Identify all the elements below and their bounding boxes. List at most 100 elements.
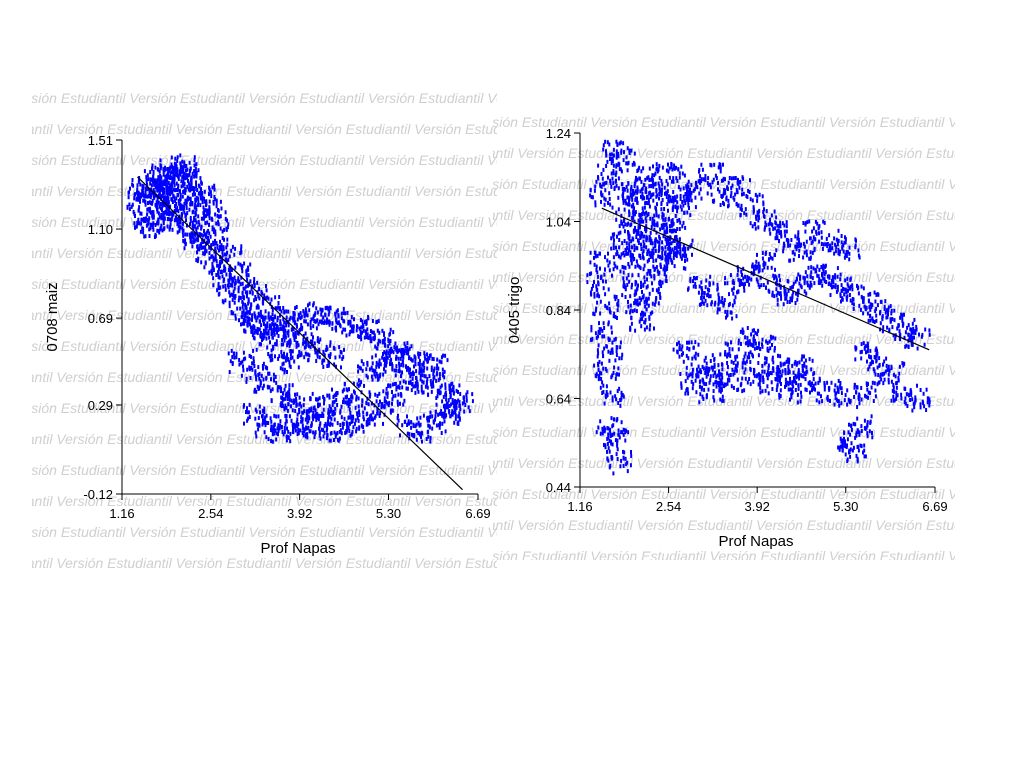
scatter-point bbox=[763, 361, 766, 366]
scatter-point bbox=[151, 166, 153, 171]
scatter-point bbox=[285, 434, 288, 439]
scatter-point bbox=[689, 213, 692, 218]
scatter-point bbox=[279, 306, 281, 311]
scatter-point bbox=[399, 392, 402, 396]
scatter-point bbox=[455, 402, 458, 407]
scatter-point bbox=[834, 273, 837, 278]
scatter-point bbox=[388, 400, 391, 405]
scatter-point bbox=[853, 395, 856, 399]
scatter-point bbox=[246, 410, 249, 415]
scatter-point bbox=[300, 323, 303, 327]
scatter-point bbox=[293, 422, 296, 427]
watermark-line: Versión Estudiantil Versión Estudiantil … bbox=[32, 307, 497, 323]
scatter-point bbox=[603, 202, 606, 207]
scatter-point bbox=[655, 194, 658, 199]
scatter-point bbox=[599, 266, 601, 271]
scatter-point bbox=[679, 196, 682, 201]
scatter-point bbox=[603, 334, 606, 339]
scatter-point bbox=[759, 275, 762, 280]
scatter-point bbox=[345, 430, 348, 435]
scatter-point bbox=[215, 273, 218, 277]
scatter-point bbox=[195, 170, 198, 175]
scatter-point bbox=[655, 258, 658, 263]
scatter-point bbox=[704, 285, 707, 290]
scatter-point bbox=[167, 180, 170, 185]
scatter-point bbox=[602, 143, 605, 148]
scatter-point bbox=[237, 298, 240, 303]
scatter-point bbox=[803, 371, 806, 376]
scatter-point bbox=[232, 294, 235, 299]
scatter-point bbox=[601, 176, 604, 181]
scatter-point bbox=[411, 376, 414, 381]
scatter-point bbox=[879, 310, 882, 314]
scatter-point bbox=[304, 417, 307, 422]
scatter-point bbox=[188, 207, 191, 212]
scatter-point bbox=[340, 311, 343, 316]
scatter-point bbox=[272, 377, 275, 382]
scatter-point bbox=[594, 373, 597, 378]
scatter-point bbox=[614, 172, 617, 177]
scatter-point bbox=[307, 425, 310, 430]
scatter-point bbox=[832, 280, 835, 284]
scatter-point bbox=[287, 402, 290, 407]
scatter-point bbox=[342, 397, 345, 402]
scatter-point bbox=[610, 348, 613, 353]
scatter-point bbox=[779, 361, 782, 366]
scatter-point bbox=[374, 374, 377, 379]
scatter-point bbox=[231, 297, 234, 302]
scatter-point bbox=[353, 317, 355, 322]
scatter-point bbox=[768, 221, 771, 226]
scatter-point bbox=[441, 372, 444, 377]
scatter-point bbox=[418, 358, 421, 363]
scatter-point bbox=[764, 388, 767, 393]
scatter-point bbox=[287, 309, 290, 314]
scatter-point bbox=[165, 173, 168, 178]
scatter-point bbox=[771, 355, 774, 360]
scatter-point bbox=[645, 301, 648, 306]
scatter-point bbox=[840, 288, 843, 293]
scatter-point bbox=[643, 327, 646, 332]
scatter-point bbox=[756, 279, 759, 284]
scatter-point bbox=[375, 360, 378, 365]
scatter-point bbox=[269, 388, 272, 393]
scatter-point bbox=[679, 372, 682, 376]
scatter-point bbox=[412, 384, 415, 389]
scatter-point bbox=[616, 302, 619, 307]
scatter-point bbox=[253, 330, 256, 335]
scatter-point bbox=[858, 392, 861, 397]
scatter-point bbox=[291, 355, 294, 360]
scatter-point bbox=[294, 334, 297, 339]
scatter-point bbox=[618, 141, 621, 146]
scatter-point bbox=[162, 167, 165, 172]
scatter-point bbox=[297, 331, 300, 336]
scatter-point bbox=[746, 275, 749, 280]
scatter-point bbox=[197, 220, 200, 225]
scatter-point bbox=[610, 152, 613, 157]
scatter-point bbox=[690, 362, 693, 367]
scatter-point bbox=[881, 314, 884, 319]
scatter-point bbox=[197, 183, 200, 188]
scatter-point bbox=[262, 377, 265, 382]
scatter-point bbox=[747, 276, 750, 281]
scatter-point bbox=[803, 244, 806, 249]
scatter-point bbox=[391, 401, 393, 406]
scatter-point bbox=[698, 284, 701, 289]
scatter-point bbox=[768, 372, 770, 377]
scatter-point bbox=[620, 252, 623, 257]
scatter-point bbox=[194, 192, 196, 197]
scatter-point bbox=[621, 430, 624, 435]
scatter-point bbox=[719, 169, 722, 174]
scatter-point bbox=[359, 329, 362, 334]
scatter-point bbox=[407, 419, 410, 424]
scatter-point bbox=[138, 205, 141, 210]
scatter-point bbox=[218, 248, 220, 253]
scatter-point bbox=[601, 350, 604, 355]
scatter-point bbox=[302, 426, 305, 431]
scatter-point bbox=[642, 282, 645, 287]
scatter-point bbox=[212, 240, 215, 245]
scatter-point bbox=[765, 372, 768, 377]
scatter-point bbox=[836, 266, 839, 271]
scatter-point bbox=[208, 210, 211, 215]
scatter-point bbox=[735, 188, 738, 192]
scatter-point bbox=[275, 339, 278, 344]
